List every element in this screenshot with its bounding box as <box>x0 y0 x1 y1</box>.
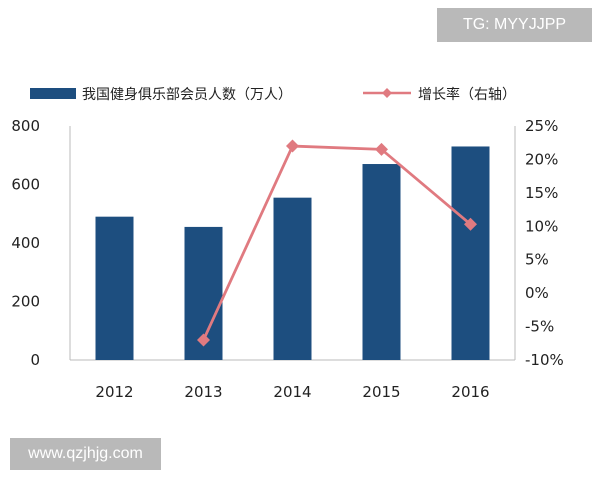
growth-point-2016 <box>464 217 477 231</box>
y-left-tick: 400 <box>11 234 40 252</box>
y-right-tick: -5% <box>525 318 554 336</box>
y-left-tick: 600 <box>11 176 40 194</box>
legend-line-marker <box>382 88 392 98</box>
y-left-tick: 800 <box>11 117 40 135</box>
y-right-tick: 0% <box>525 284 549 302</box>
bar-2014 <box>273 197 312 360</box>
y-right-tick: 10% <box>525 217 558 235</box>
y-right-tick: 5% <box>525 251 549 269</box>
legend: 我国健身俱乐部会员人数（万人） 增长率（右轴） <box>30 86 516 103</box>
y-left-tick: 200 <box>11 293 40 311</box>
legend-line-label: 增长率（右轴） <box>418 86 516 103</box>
bar-2012 <box>95 216 134 360</box>
growth-point-2015 <box>375 142 388 156</box>
legend-bar-swatch <box>30 88 76 99</box>
x-tick: 2014 <box>273 383 311 401</box>
y-left-tick: 0 <box>30 351 40 369</box>
legend-bar-label: 我国健身俱乐部会员人数（万人） <box>82 87 292 103</box>
tick-labels: 0 200 400 600 800 -10% -5% 0% 5% 10% 15% 20% 25% 2012… <box>11 117 563 401</box>
growth-line <box>197 139 477 347</box>
y-right-tick: -10% <box>525 351 564 369</box>
bars <box>95 146 490 360</box>
growth-point-2014 <box>286 139 299 153</box>
x-tick: 2012 <box>95 383 133 401</box>
y-right-tick: 20% <box>525 150 558 168</box>
watermark-bottom: www.qzjhjg.com <box>10 438 161 470</box>
growth-line-path <box>202 144 472 341</box>
y-right-tick: 15% <box>525 184 558 202</box>
growth-point-2013 <box>197 333 210 347</box>
y-right-tick: 25% <box>525 117 558 135</box>
watermark-top: TG: MYYJJPP <box>437 8 592 42</box>
bar-2015 <box>362 164 401 360</box>
x-tick: 2015 <box>362 383 400 401</box>
x-tick: 2016 <box>451 383 489 401</box>
bar-2016 <box>451 146 490 360</box>
x-tick: 2013 <box>184 383 222 401</box>
